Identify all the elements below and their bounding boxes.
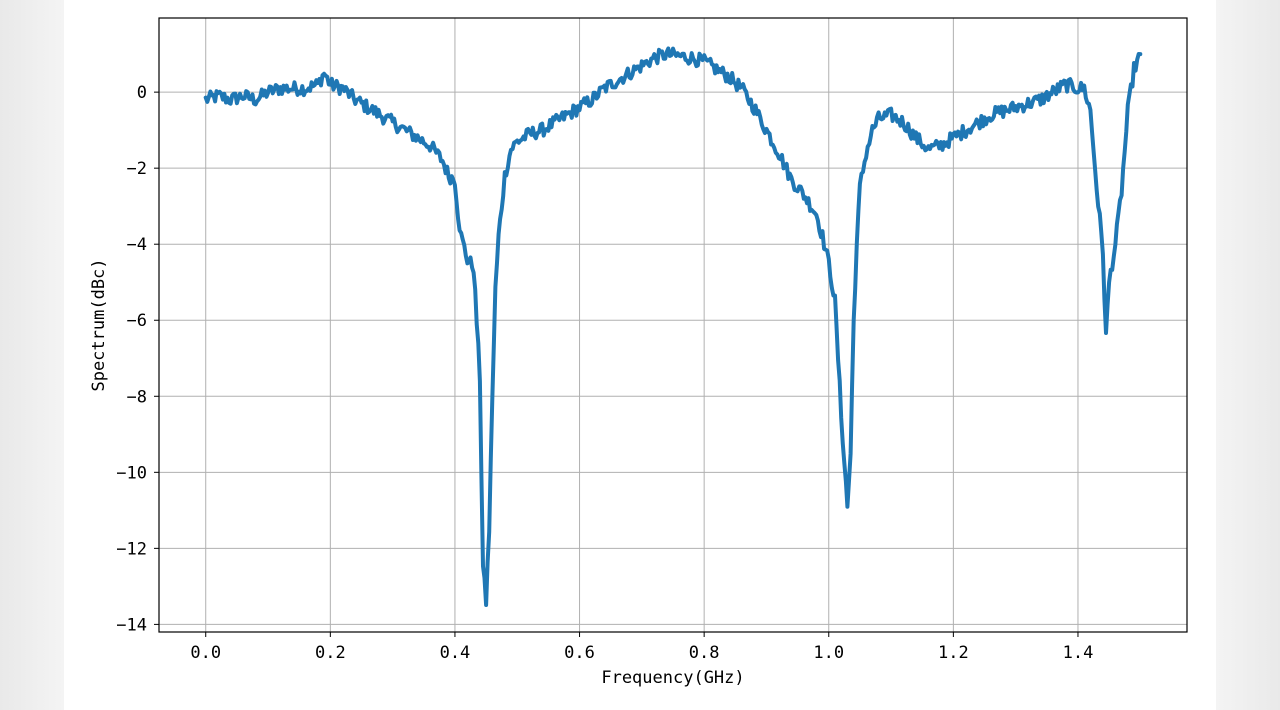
ticks: 0.0 0.2 0.4 0.6 0.8 1.0 1.2 1.4 0 −2 −4 −6 −8 −10 −12 −…	[116, 83, 1093, 663]
chart-canvas: 0.0 0.2 0.4 0.6 0.8 1.0 1.2 1.4 0 −2 −4 −6 −8 −10 −12 −…	[64, 0, 1214, 690]
grid	[159, 18, 1187, 632]
y-axis-label: Spectrum(dBc)	[89, 258, 109, 391]
x-tick-label: 1.0	[813, 643, 844, 663]
x-tick-label: 0.6	[564, 643, 595, 663]
spectrum-series-line	[203, 46, 1143, 607]
series-layer	[203, 46, 1143, 607]
y-tick-label: 0	[137, 83, 147, 103]
y-tick-label: −2	[127, 159, 147, 179]
x-tick-label: 0.8	[689, 643, 720, 663]
line-chart: 0.0 0.2 0.4 0.6 0.8 1.0 1.2 1.4 0 −2 −4 −6 −8 −10 −12 −…	[89, 17, 1188, 688]
x-tick-label: 0.2	[315, 643, 346, 663]
y-tick-label: −4	[127, 235, 147, 255]
x-axis-label: Frequency(GHz)	[601, 668, 744, 688]
x-tick-label: 1.2	[938, 643, 969, 663]
x-tick-label: 0.4	[440, 643, 471, 663]
y-tick-label: −8	[127, 387, 147, 407]
y-tick-label: −12	[116, 539, 147, 559]
y-tick-label: −6	[127, 311, 147, 331]
plot-area-frame	[158, 17, 1188, 633]
y-tick-label: −14	[116, 615, 147, 635]
y-tick-label: −10	[116, 463, 147, 483]
x-tick-label: 1.4	[1063, 643, 1094, 663]
x-tick-label: 0.0	[190, 643, 221, 663]
